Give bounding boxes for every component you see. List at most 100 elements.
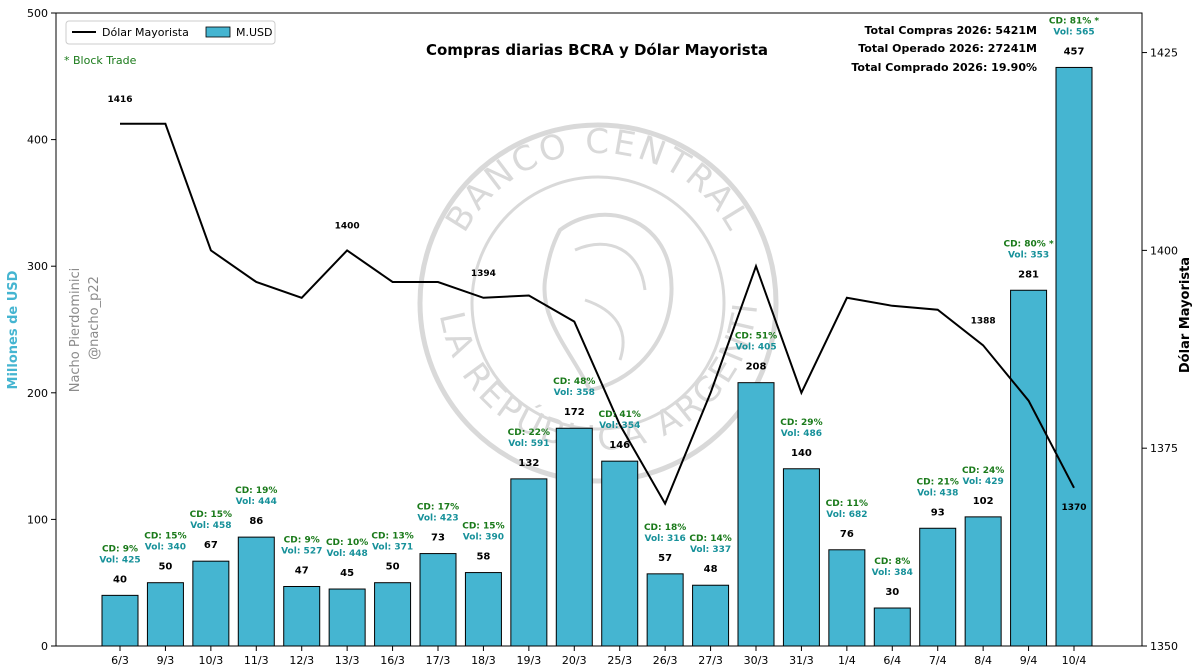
bar-27/3 [692,584,730,647]
total-operado: Total Operado 2026: 27241M [858,42,1037,55]
cd-percent-label: CD: 24% [962,466,1004,476]
dolar-annotation: 1416 [107,95,132,105]
cd-percent-label: CD: 21% [917,477,959,487]
bar-value-label: 40 [113,574,127,585]
volume-label: Vol: 591 [508,439,549,449]
x-tick-label: 10/4 [1062,654,1087,667]
bar-value-label: 57 [658,553,672,564]
bar-17/3 [419,553,457,647]
bar-25/3 [601,460,639,647]
bar-value-label: 76 [840,529,854,540]
author-handle: @nacho_p22 [87,276,102,360]
dolar-annotation: 1388 [971,316,996,326]
x-tick-label: 26/3 [653,654,678,667]
x-tick-label: 6/3 [111,654,129,667]
x-tick-label: 18/3 [471,654,496,667]
volume-label: Vol: 565 [1053,27,1094,37]
volume-label: Vol: 316 [645,534,686,544]
bar-13/3 [328,588,366,647]
bar-9/4 [1010,289,1048,647]
volume-label: Vol: 448 [327,549,368,559]
x-tick-label: 9/4 [1020,654,1038,667]
cd-percent-label: CD: 81% * [1049,16,1099,26]
y-tick-label-right: 1425 [1150,47,1178,60]
cd-percent-label: CD: 10% [326,538,368,548]
bar-value-label: 47 [295,565,309,576]
bar-value-label: 93 [931,507,945,518]
chart-title: Compras diarias BCRA y Dólar Mayorista [426,41,768,59]
cd-percent-label: CD: 8% [874,557,910,567]
bar-value-label: 281 [1018,269,1039,280]
volume-label: Vol: 458 [190,521,231,531]
cd-percent-label: CD: 15% [462,522,504,532]
bar-value-label: 45 [340,568,354,579]
volume-label: Vol: 384 [872,568,913,578]
bar-10/3 [192,560,230,647]
watermark-text-top: BANCO CENTRAL [438,122,758,239]
cd-percent-label: CD: 17% [417,503,459,513]
x-tick-label: 10/3 [199,654,224,667]
volume-label: Vol: 354 [599,421,640,431]
volume-label: Vol: 429 [963,477,1004,487]
volume-label: Vol: 337 [690,545,731,555]
volume-label: Vol: 358 [554,388,595,398]
volume-label: Vol: 425 [99,555,140,565]
x-tick-label: 11/3 [244,654,269,667]
y-tick-label-left: 500 [27,7,48,20]
x-tick-label: 6/4 [883,654,901,667]
volume-label: Vol: 340 [145,543,186,553]
bar-16/3 [374,582,412,647]
y-tick-label-right: 1375 [1150,442,1178,455]
bar-11/3 [237,536,275,647]
bar-10/4 [1055,66,1093,647]
bar-value-label: 172 [564,407,585,418]
plot-frame [55,12,1143,647]
bar-value-label: 457 [1064,46,1085,57]
bar-1/4 [828,549,866,647]
cd-percent-label: CD: 15% [190,510,232,520]
cd-percent-label: CD: 15% [144,532,186,542]
y-tick-label-right: 1350 [1150,640,1178,653]
volume-label: Vol: 371 [372,543,413,553]
x-tick-label: 7/4 [929,654,947,667]
watermark-text-bottom: DE LA REPÚBLICA ARGENTINA [0,0,767,460]
y-tick-label-right: 1400 [1150,244,1178,257]
bar-20/3 [555,427,593,647]
cd-percent-label: CD: 22% [508,428,550,438]
volume-label: Vol: 486 [781,429,822,439]
legend-label-dolar: Dólar Mayorista [102,26,189,39]
y-tick-label-left: 300 [27,260,48,273]
bar-7/4 [919,527,957,647]
x-tick-label: 1/4 [838,654,856,667]
x-tick-label: 9/3 [157,654,175,667]
bar-value-label: 48 [704,564,718,575]
block-trade-note: * Block Trade [64,54,137,67]
bar-9/3 [146,582,184,647]
bar-value-label: 50 [158,562,172,573]
legend-label-musd: M.USD [236,26,273,39]
y-axis-label-right: Dólar Mayorista [1178,257,1193,373]
y-tick-label-left: 0 [41,640,48,653]
cd-percent-label: CD: 13% [371,532,413,542]
volume-label: Vol: 438 [917,488,958,498]
bar-value-label: 140 [791,448,812,459]
x-tick-label: 31/3 [789,654,814,667]
volume-label: Vol: 390 [463,533,504,543]
cd-percent-label: CD: 29% [780,418,822,428]
volume-label: Vol: 682 [826,510,867,520]
legend: Dólar Mayorista M.USD [65,20,276,45]
cd-percent-label: CD: 51% [735,332,777,342]
cd-percent-label: CD: 48% [553,377,595,387]
bar-value-label: 58 [476,552,490,563]
bcra-watermark-seal [417,122,779,484]
bar-value-label: 67 [204,540,218,551]
bar-12/3 [283,585,321,647]
x-tick-label: 12/3 [289,654,314,667]
author-name: Nacho Pierdominici [68,268,83,393]
bar-8/4 [964,516,1002,647]
bar-value-label: 50 [386,562,400,573]
bar-value-label: 102 [973,496,994,507]
bar-value-label: 30 [885,587,899,598]
volume-label: Vol: 353 [1008,250,1049,260]
bar-6/4 [873,607,911,647]
